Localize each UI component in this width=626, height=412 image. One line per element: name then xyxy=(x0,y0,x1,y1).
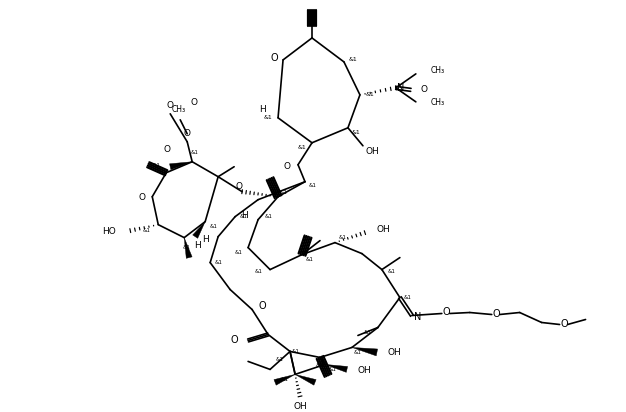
Text: &1: &1 xyxy=(306,257,314,262)
Text: O: O xyxy=(270,53,278,63)
Text: OH: OH xyxy=(358,366,372,375)
Text: O: O xyxy=(139,193,146,202)
Text: O: O xyxy=(167,101,174,110)
Text: &1: &1 xyxy=(264,214,272,219)
Text: &1: &1 xyxy=(316,363,324,368)
Text: H: H xyxy=(194,241,200,250)
Text: O: O xyxy=(164,145,171,154)
Polygon shape xyxy=(274,375,295,385)
Text: &1: &1 xyxy=(329,367,337,372)
Text: O: O xyxy=(183,129,191,138)
Text: O: O xyxy=(493,309,501,318)
Text: &1: &1 xyxy=(339,235,347,240)
Text: O: O xyxy=(283,162,290,171)
Text: &1: &1 xyxy=(292,349,300,354)
Polygon shape xyxy=(170,162,192,170)
Polygon shape xyxy=(295,375,316,385)
Text: N: N xyxy=(397,83,404,93)
Text: HO: HO xyxy=(103,227,116,236)
Text: O: O xyxy=(259,300,266,311)
Text: &1: &1 xyxy=(276,357,284,362)
Polygon shape xyxy=(352,347,377,356)
Text: &1: &1 xyxy=(364,330,372,335)
Text: CH₃: CH₃ xyxy=(171,105,185,114)
Text: &1: &1 xyxy=(142,228,150,233)
Text: H: H xyxy=(241,211,247,220)
Text: &1: &1 xyxy=(352,130,361,135)
Text: H: H xyxy=(202,235,208,244)
Text: N: N xyxy=(414,312,421,323)
Polygon shape xyxy=(193,222,205,238)
Text: &1: &1 xyxy=(404,295,412,300)
Text: OH: OH xyxy=(365,147,379,156)
Polygon shape xyxy=(325,365,347,372)
Text: CH₃: CH₃ xyxy=(431,66,445,75)
Text: &1: &1 xyxy=(190,150,198,155)
Text: &1: &1 xyxy=(309,183,317,188)
Text: &1: &1 xyxy=(182,245,190,250)
Text: CH₃: CH₃ xyxy=(431,98,445,108)
Text: O: O xyxy=(191,98,198,108)
Text: &1: &1 xyxy=(349,57,357,62)
Text: O: O xyxy=(443,307,451,316)
Text: OH: OH xyxy=(293,402,307,411)
Text: O: O xyxy=(561,319,568,330)
Text: &1: &1 xyxy=(280,190,288,195)
Text: &1: &1 xyxy=(297,145,306,150)
Text: &1: &1 xyxy=(281,377,289,382)
Text: &1: &1 xyxy=(254,269,262,274)
Text: &1: &1 xyxy=(264,115,272,120)
Polygon shape xyxy=(184,238,192,258)
Text: OH: OH xyxy=(388,348,402,357)
Text: O: O xyxy=(421,85,428,94)
Text: &1: &1 xyxy=(366,92,374,97)
Text: &1: &1 xyxy=(239,214,247,219)
Text: &1: &1 xyxy=(388,269,396,274)
Text: H: H xyxy=(259,105,265,114)
Text: OH: OH xyxy=(377,225,391,234)
Text: O: O xyxy=(235,182,243,191)
Text: &1: &1 xyxy=(209,224,217,229)
Text: &1: &1 xyxy=(234,250,242,255)
Text: O: O xyxy=(230,335,238,346)
Text: &1: &1 xyxy=(354,350,362,355)
Text: &1: &1 xyxy=(214,260,222,265)
Text: &1: &1 xyxy=(152,163,160,168)
